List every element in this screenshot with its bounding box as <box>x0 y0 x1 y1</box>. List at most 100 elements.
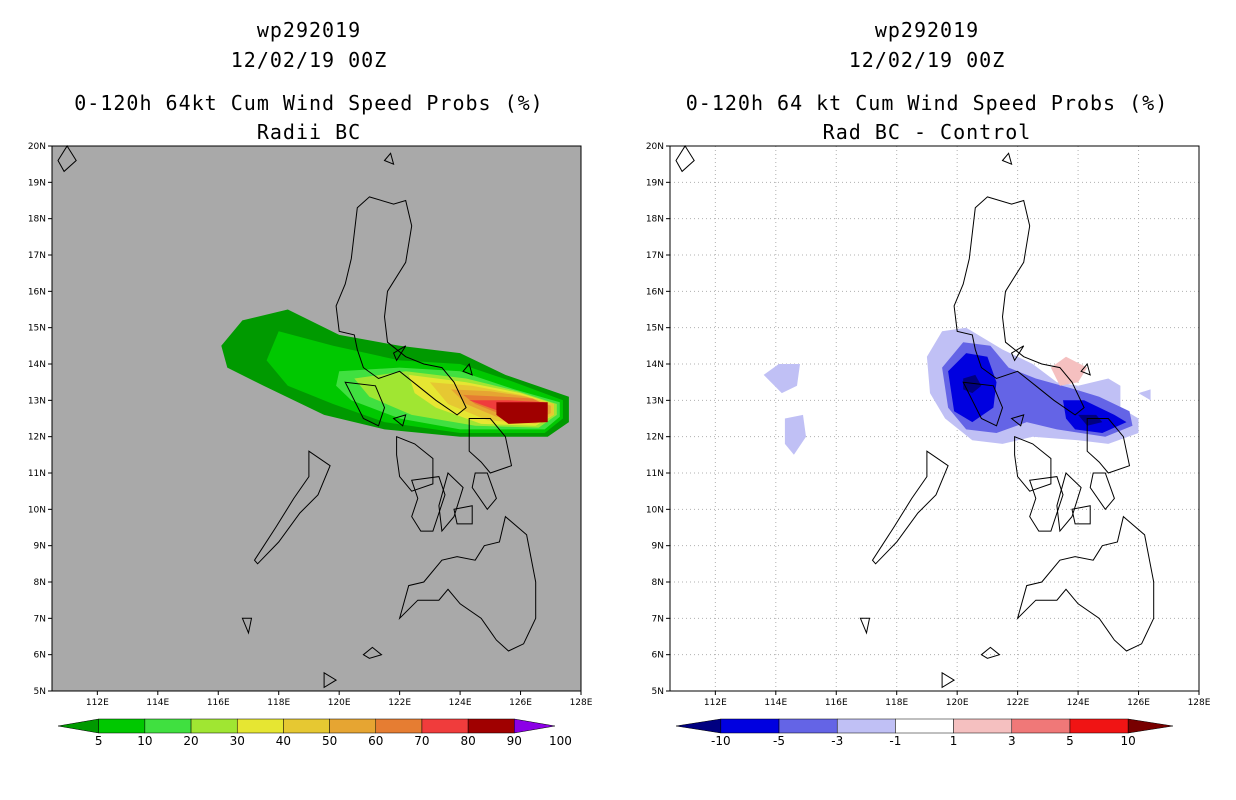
colorbar-arrow-right <box>514 718 556 734</box>
colorbar-label: 60 <box>368 734 383 748</box>
lat-tick-label: 8N <box>34 578 46 588</box>
colorbar-label: -10 <box>711 734 731 748</box>
lat-tick-label: 18N <box>28 215 46 225</box>
coastline <box>859 617 871 635</box>
colorbar-swatch <box>190 718 238 734</box>
lon-tick-label: 112E <box>86 698 109 708</box>
colorbar-swatch <box>778 718 838 734</box>
colorbar-swatch <box>375 718 423 734</box>
lon-tick-label: 116E <box>825 698 848 708</box>
lon-tick-label: 124E <box>449 698 472 708</box>
diff-contour <box>763 364 800 394</box>
lat-tick-label: 14N <box>646 360 664 370</box>
panel-radii-bc: wp292019 12/02/19 00Z 0-120h 64kt Cum Wi… <box>28 18 593 748</box>
lat-tick-label: 20N <box>28 142 46 152</box>
colorbar-swatch <box>953 718 1013 734</box>
colorbar-label: 70 <box>414 734 429 748</box>
coastline <box>1001 152 1013 166</box>
colorbar-swatch <box>1011 718 1071 734</box>
coastline <box>57 145 77 173</box>
lon-tick-label: 114E <box>146 698 169 708</box>
coastline <box>1086 418 1131 474</box>
lon-tick-label: 128E <box>570 698 593 708</box>
storm-id-title: wp292019 <box>874 18 980 42</box>
lat-tick-label: 5N <box>652 687 664 697</box>
coastline <box>941 671 956 689</box>
colorbar-swatch <box>1069 718 1129 734</box>
lon-tick-label: 122E <box>388 698 411 708</box>
colorbar-arrow-right <box>1127 718 1174 734</box>
chart-subtitle: Radii BC <box>256 120 362 144</box>
colorbar-arrow-left <box>57 718 99 734</box>
lat-tick-label: 9N <box>34 542 46 552</box>
coastline <box>241 617 253 635</box>
lon-tick-label: 112E <box>704 698 727 708</box>
lat-tick-label: 5N <box>34 687 46 697</box>
coastline <box>362 646 383 659</box>
map-plot-left: 5N 6N 7N 8N 9N 10N 11N 12N 13N 14N 15N 16N 17N 18N 19N… <box>28 142 593 748</box>
lon-tick-label: 126E <box>509 698 532 708</box>
colorbar-swatch <box>836 718 896 734</box>
coastline <box>411 476 446 532</box>
lat-tick-label: 10N <box>28 505 46 515</box>
coastline <box>1029 476 1064 532</box>
lat-tick-label: 6N <box>34 651 46 661</box>
coastline <box>438 472 464 533</box>
colorbar-label: 20 <box>183 734 198 748</box>
colorbar-label: 50 <box>322 734 337 748</box>
colorbar-swatch <box>98 718 146 734</box>
lat-tick-label: 19N <box>646 178 664 188</box>
lon-tick-label: 114E <box>764 698 787 708</box>
panel-rad-bc-control: wp292019 12/02/19 00Z 0-120h 64 kt Cum W… <box>618 0 1236 800</box>
lat-tick-label: 16N <box>28 287 46 297</box>
coastline <box>980 646 1001 659</box>
colorbar-label: -3 <box>831 734 843 748</box>
coastline <box>1016 515 1155 652</box>
diff-contour <box>1078 414 1103 426</box>
diff-contour <box>784 414 806 455</box>
lat-tick-label: 13N <box>28 396 46 406</box>
lat-tick-label: 9N <box>652 542 664 552</box>
colorbar-label: -1 <box>889 734 901 748</box>
prob-contour <box>496 402 548 424</box>
lat-tick-label: 12N <box>646 433 664 443</box>
colorbar-swatch <box>283 718 330 734</box>
colorbar-swatch <box>236 718 284 734</box>
map-plot-right: 5N 6N 7N 8N 9N 10N 11N 12N 13N 14N 15N 16N 17N 18N 19N… <box>646 142 1211 748</box>
diff-contour <box>963 374 982 394</box>
diff-contour <box>1138 389 1151 401</box>
lon-tick-label: 122E <box>1006 698 1029 708</box>
colorbar-label: 90 <box>507 734 522 748</box>
lat-tick-label: 10N <box>646 505 664 515</box>
lat-tick-label: 14N <box>28 360 46 370</box>
lon-tick-label: 120E <box>328 698 351 708</box>
storm-id-title: wp292019 <box>256 18 362 42</box>
map-frame <box>51 145 582 692</box>
coastline <box>1080 362 1091 376</box>
coastline <box>253 450 331 565</box>
lat-tick-label: 17N <box>646 251 664 261</box>
lat-tick-label: 7N <box>652 614 664 624</box>
lat-tick-label: 18N <box>646 215 664 225</box>
coastline <box>396 435 434 492</box>
diff-contour <box>1050 356 1088 386</box>
lon-tick-label: 126E <box>1127 698 1150 708</box>
lat-tick-label: 11N <box>28 469 46 479</box>
colorbar-arrow-left <box>675 718 722 734</box>
lat-tick-label: 11N <box>646 469 664 479</box>
colorbar-swatch <box>329 718 377 734</box>
coastline <box>383 152 395 166</box>
colorbar-swatch <box>895 718 954 734</box>
datetime-title: 12/02/19 00Z <box>230 48 388 72</box>
lon-tick-label: 118E <box>885 698 908 708</box>
lat-tick-label: 12N <box>28 433 46 443</box>
colorbar-swatch <box>720 718 780 734</box>
coastline <box>471 472 497 511</box>
lat-tick-label: 16N <box>646 287 664 297</box>
coastline <box>953 196 1085 416</box>
colorbar-label: 40 <box>276 734 291 748</box>
lat-tick-label: 19N <box>28 178 46 188</box>
coastline <box>1014 435 1052 492</box>
lon-tick-label: 120E <box>946 698 969 708</box>
colorbar-swatch <box>467 718 515 734</box>
